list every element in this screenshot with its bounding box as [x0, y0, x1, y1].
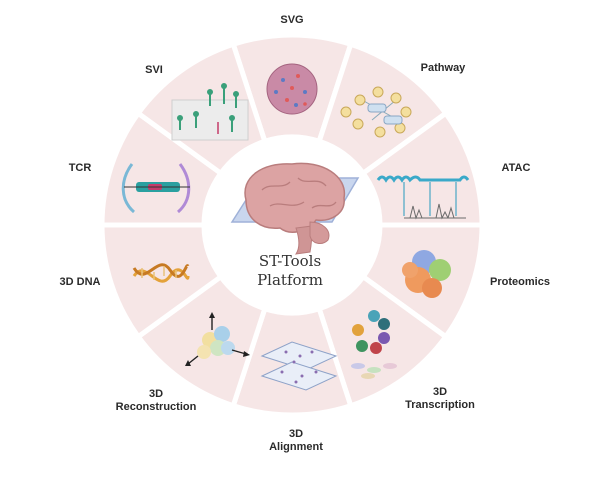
atac-peaks-icon: [376, 175, 470, 220]
label-atac: ATAC: [501, 162, 531, 174]
tcr-receptor-icon: [121, 163, 191, 214]
proteomics-protein-icon: [402, 250, 451, 298]
alignment-planes-icon: [260, 341, 338, 391]
label-proteomics: Proteomics: [490, 276, 550, 288]
label-3d-alignment-line2: Alignment: [269, 441, 323, 453]
label-3d-reconstruction: 3D Reconstruction: [108, 388, 204, 414]
svg-sphere-icon: [266, 63, 318, 115]
center-title: ST-Tools Platform: [230, 252, 350, 290]
label-svi: SVI: [145, 64, 163, 76]
svi-pins-icon: [171, 83, 249, 141]
label-3d-alignment: 3D Alignment: [258, 428, 334, 454]
label-3d-reconstruction-line2: Reconstruction: [115, 401, 197, 413]
dna-helix-icon: [132, 263, 190, 283]
label-3d-reconstruction-line1: 3D: [148, 388, 164, 400]
label-3d-dna: 3D DNA: [59, 276, 101, 288]
label-3d-transcription: 3D Transcription: [398, 386, 482, 412]
center-title-line1: ST-Tools: [258, 252, 322, 270]
pathway-network-icon: [340, 86, 412, 138]
label-pathway: Pathway: [420, 62, 466, 74]
center-title-line2: Platform: [257, 271, 323, 289]
label-3d-alignment-line1: 3D: [288, 428, 304, 440]
label-3d-transcription-line2: Transcription: [405, 399, 475, 411]
brain-icon: [230, 162, 360, 255]
transcription-spheres-icon: [351, 310, 397, 379]
reconstruction-cluster-icon: [185, 312, 250, 366]
label-svg: SVG: [280, 14, 304, 26]
label-tcr: TCR: [68, 162, 92, 174]
label-3d-transcription-line1: 3D: [432, 386, 448, 398]
